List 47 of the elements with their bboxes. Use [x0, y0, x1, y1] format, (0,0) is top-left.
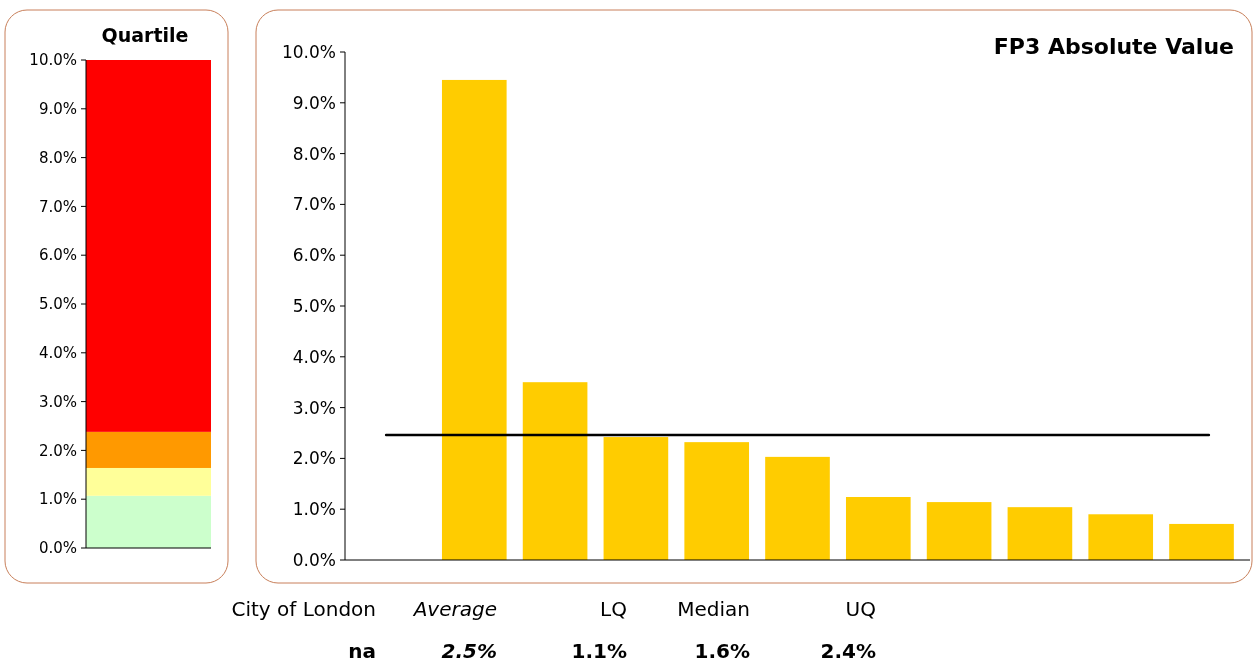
- bar: [765, 456, 830, 560]
- y-tick-label: 7.0%: [292, 194, 336, 215]
- text: Average: [411, 597, 497, 621]
- y-tick-label: 1.0%: [38, 490, 77, 509]
- text: LQ: [600, 597, 627, 621]
- y-tick-label: 10.0%: [29, 51, 77, 70]
- bar: [86, 60, 211, 432]
- y-tick-label: 0.0%: [38, 539, 77, 558]
- bar: [926, 502, 992, 560]
- y-tick-label: 8.0%: [292, 143, 336, 164]
- bar: [86, 431, 211, 468]
- y-tick-label: 0.0%: [292, 549, 336, 570]
- chart-title: Quartile: [101, 24, 189, 46]
- bar: [522, 382, 588, 560]
- bar: [684, 442, 750, 560]
- y-tick-label: 2.0%: [292, 448, 336, 469]
- bar: [1007, 507, 1073, 560]
- y-tick-label: 3.0%: [38, 392, 77, 411]
- y-tick-label: 10.0%: [281, 41, 336, 62]
- text: na: [348, 639, 376, 660]
- text: 1.6%: [694, 639, 750, 660]
- y-tick-label: 2.0%: [38, 441, 77, 460]
- y-tick-label: 3.0%: [292, 397, 336, 418]
- y-tick-label: 4.0%: [292, 346, 336, 367]
- y-tick-label: 5.0%: [292, 295, 336, 316]
- y-tick-label: 6.0%: [292, 245, 336, 266]
- text: City of London: [231, 597, 376, 621]
- y-tick-label: 7.0%: [38, 197, 77, 216]
- text: Median: [677, 597, 750, 621]
- bar: [603, 437, 669, 560]
- chart-title: FP3 Absolute Value: [993, 34, 1234, 59]
- y-tick-label: 9.0%: [38, 100, 77, 119]
- text: UQ: [845, 597, 876, 621]
- y-tick-label: 8.0%: [38, 148, 77, 167]
- bar: [845, 497, 911, 560]
- bar: [1169, 523, 1234, 560]
- text: 2.5%: [441, 639, 497, 660]
- y-tick-label: 4.0%: [38, 344, 77, 363]
- y-tick-label: 6.0%: [38, 246, 77, 265]
- bar: [1088, 514, 1154, 560]
- bar: [86, 467, 211, 496]
- y-tick-label: 1.0%: [292, 499, 336, 520]
- text: 1.1%: [571, 639, 627, 660]
- text: 2.4%: [820, 639, 876, 660]
- bar: [441, 79, 507, 560]
- y-tick-label: 5.0%: [38, 295, 77, 314]
- y-tick-label: 9.0%: [292, 92, 336, 113]
